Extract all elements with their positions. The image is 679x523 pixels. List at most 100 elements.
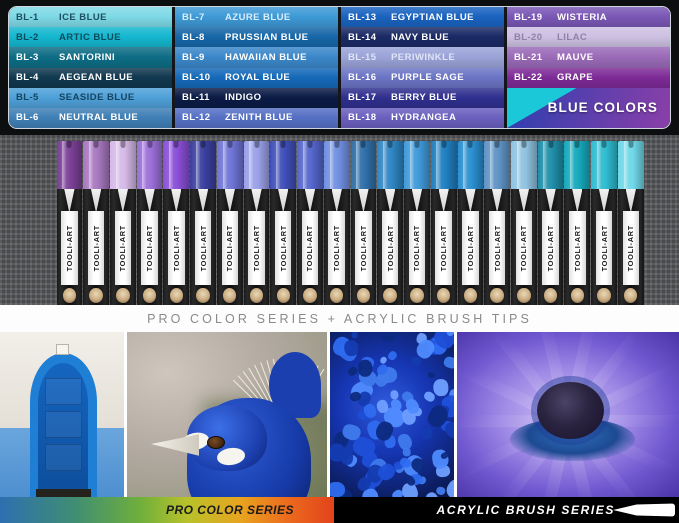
swatch-row[interactable]: BL-6 NEUTRAL BLUE [9, 108, 172, 128]
swatch-name: GRAPE [557, 72, 593, 83]
hydrangea-petal [358, 360, 372, 377]
door-inset-2 [45, 411, 82, 437]
marker-nib [599, 189, 609, 213]
marker-nib [519, 189, 529, 213]
marker-end-cap [170, 288, 183, 303]
swatch-row[interactable]: BL-15 PERIWINKLE [341, 47, 504, 67]
swatch-row[interactable]: BL-12 ZENITH BLUE [175, 108, 338, 128]
swatch-row[interactable]: BL-16 PURPLE SAGE [341, 68, 504, 88]
swatch-row[interactable]: BL-1 ICE BLUE [9, 7, 172, 27]
marker-cap [404, 141, 430, 189]
swatch-row[interactable]: BL-3 SANTORINI [9, 47, 172, 67]
swatch-code: BL-22 [514, 72, 548, 83]
swatch-code: BL-21 [514, 52, 548, 63]
marker-brand-text: TOOLI-ART [332, 225, 341, 271]
marker-barrel: TOOLI-ART [511, 189, 537, 305]
swatch-row[interactable]: BL-10 ROYAL BLUE [175, 68, 338, 88]
marker-end-cap [357, 288, 370, 303]
hydrangea-petal [411, 356, 422, 365]
marker-barrel: TOOLI-ART [324, 189, 350, 305]
marker-barrel: TOOLI-ART [163, 189, 189, 305]
marker-nib [385, 189, 395, 213]
swatch-row[interactable]: BL-20 LILAC [507, 27, 670, 47]
marker-label: TOOLI-ART [623, 211, 639, 285]
brush-tip-icon [613, 504, 675, 517]
marker-cap [110, 141, 136, 189]
marker-barrel: TOOLI-ART [538, 189, 564, 305]
swatch-row[interactable]: BL-8 PRUSSIAN BLUE [175, 27, 338, 47]
swatch-column-1: BL-1 ICE BLUE BL-2 ARTIC BLUE BL-3 SANTORINI B… [9, 7, 172, 128]
marker-end-cap [464, 288, 477, 303]
marker-nib [225, 189, 235, 213]
swatch-row[interactable]: BL-17 BERRY BLUE [341, 88, 504, 108]
marker-pen: TOOLI-ART [484, 141, 511, 305]
hydrangea-petal [341, 450, 353, 464]
swatch-name: NEUTRAL BLUE [59, 112, 138, 123]
swatch-row[interactable]: BL-2 ARTIC BLUE [9, 27, 172, 47]
marker-brand-text: TOOLI-ART [225, 225, 234, 271]
swatch-row[interactable]: BL-19 WISTERIA [507, 7, 670, 27]
swatch-name: NAVY BLUE [391, 32, 449, 43]
marker-barrel: TOOLI-ART [244, 189, 270, 305]
marker-barrel: TOOLI-ART [377, 189, 403, 305]
swatch-name: PURPLE SAGE [391, 72, 464, 83]
pro-color-series-label: PRO COLOR SERIES [166, 503, 294, 517]
marker-brand-text: TOOLI-ART [305, 225, 314, 271]
swatch-code: BL-7 [182, 12, 216, 23]
swatch-row[interactable]: BL-9 HAWAIIAN BLUE [175, 47, 338, 67]
swatch-name: ROYAL BLUE [225, 72, 290, 83]
marker-label: TOOLI-ART [516, 211, 532, 285]
marker-barrel: TOOLI-ART [431, 189, 457, 305]
marker-nib [144, 189, 154, 213]
marker-cap [163, 141, 189, 189]
swatch-code: BL-9 [182, 52, 216, 63]
marker-pen: TOOLI-ART [243, 141, 270, 305]
marker-end-cap [116, 288, 129, 303]
swatch-code: BL-1 [16, 12, 50, 23]
marker-label: TOOLI-ART [248, 211, 264, 285]
swatch-row[interactable]: BL-21 MAUVE [507, 47, 670, 67]
marker-end-cap [330, 288, 343, 303]
swatch-column-2: BL-7 AZURE BLUE BL-8 PRUSSIAN BLUE BL-9 HAWAI… [175, 7, 338, 128]
pro-strip-label: PRO COLOR SERIES + ACRYLIC BRUSH TIPS [147, 312, 532, 326]
marker-cap [351, 141, 377, 189]
swatch-row[interactable]: BL-13 EGYPTIAN BLUE [341, 7, 504, 27]
swatch-row[interactable]: BL-14 NAVY BLUE [341, 27, 504, 47]
marker-pen: TOOLI-ART [56, 141, 83, 305]
anemone-center [537, 382, 604, 440]
swatch-code: BL-5 [16, 92, 50, 103]
swatch-code: BL-8 [182, 32, 216, 43]
swatch-code: BL-19 [514, 12, 548, 23]
marker-cap [431, 141, 457, 189]
marker-cap [484, 141, 510, 189]
marker-cap [458, 141, 484, 189]
marker-nib [439, 189, 449, 213]
marker-nib [171, 189, 181, 213]
marker-barrel: TOOLI-ART [83, 189, 109, 305]
marker-label: TOOLI-ART [222, 211, 238, 285]
swatch-row[interactable]: BL-22 GRAPE [507, 68, 670, 88]
swatch-code: BL-17 [348, 92, 382, 103]
swatch-name: BERRY BLUE [391, 92, 457, 103]
marker-label: TOOLI-ART [355, 211, 371, 285]
swatch-name: ZENITH BLUE [225, 112, 293, 123]
swatch-row[interactable]: BL-5 SEASIDE BLUE [9, 88, 172, 108]
marker-brand-text: TOOLI-ART [386, 225, 395, 271]
marker-label: TOOLI-ART [409, 211, 425, 285]
swatch-row[interactable]: BL-7 AZURE BLUE [175, 7, 338, 27]
swatch-row[interactable]: BL-18 HYDRANGEA [341, 108, 504, 128]
marker-nib [278, 189, 288, 213]
swatch-code: BL-16 [348, 72, 382, 83]
marker-pen: TOOLI-ART [323, 141, 350, 305]
marker-brand-text: TOOLI-ART [439, 225, 448, 271]
marker-end-cap [223, 288, 236, 303]
swatch-row[interactable]: BL-11 INDIGO [175, 88, 338, 108]
swatch-row[interactable]: BL-4 AEGEAN BLUE [9, 68, 172, 88]
swatch-name: PRUSSIAN BLUE [225, 32, 308, 43]
marker-end-cap [250, 288, 263, 303]
marker-pen: TOOLI-ART [430, 141, 457, 305]
marker-pen: TOOLI-ART [163, 141, 190, 305]
swatch-column-4: BL-19 WISTERIA BL-20 LILAC BL-21 MAUVE BL-22 GR… [507, 7, 670, 128]
marker-pen: TOOLI-ART [109, 141, 136, 305]
swatch-name: HAWAIIAN BLUE [225, 52, 307, 63]
